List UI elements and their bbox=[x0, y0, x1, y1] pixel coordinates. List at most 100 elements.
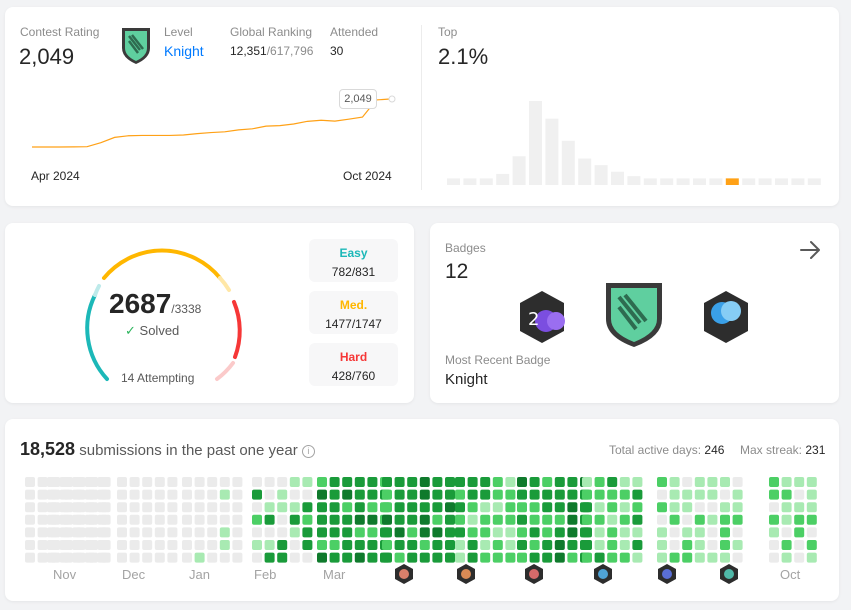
heatmap-cell[interactable] bbox=[732, 527, 743, 538]
heatmap-cell[interactable] bbox=[567, 540, 578, 550]
heatmap-cell[interactable] bbox=[781, 514, 792, 525]
heatmap-cell[interactable] bbox=[542, 527, 553, 538]
heatmap-cell[interactable] bbox=[382, 540, 392, 550]
heatmap-cell[interactable] bbox=[47, 502, 57, 513]
heatmap-cell[interactable] bbox=[769, 552, 779, 563]
heatmap-cell[interactable] bbox=[657, 477, 667, 487]
heatmap-cell[interactable] bbox=[382, 514, 392, 525]
heatmap-cell[interactable] bbox=[567, 527, 578, 538]
heatmap-cell[interactable] bbox=[707, 514, 718, 525]
medium-stat[interactable]: Med. 1477/1747 bbox=[309, 291, 398, 334]
heatmap-cell[interactable] bbox=[182, 477, 192, 487]
heatmap-cell[interactable] bbox=[517, 489, 527, 500]
heatmap-cell[interactable] bbox=[394, 540, 405, 550]
heatmap-cell[interactable] bbox=[806, 514, 817, 525]
heatmap-cell[interactable] bbox=[329, 552, 340, 563]
heatmap-cell[interactable] bbox=[529, 502, 540, 513]
heatmap-cell[interactable] bbox=[480, 502, 491, 513]
heatmap-cell[interactable] bbox=[480, 477, 491, 487]
heatmap-cell[interactable] bbox=[289, 514, 300, 525]
heatmap-cell[interactable] bbox=[59, 502, 70, 513]
heatmap-cell[interactable] bbox=[619, 540, 630, 550]
heatmap-cell[interactable] bbox=[445, 540, 455, 550]
heatmap-cell[interactable] bbox=[682, 489, 693, 500]
heatmap-cell[interactable] bbox=[207, 540, 218, 550]
heatmap-cell[interactable] bbox=[154, 477, 165, 487]
heatmap-cell[interactable] bbox=[732, 489, 743, 500]
heatmap-cell[interactable] bbox=[732, 477, 743, 487]
heatmap-cell[interactable] bbox=[342, 527, 353, 538]
heatmap-cell[interactable] bbox=[289, 477, 300, 487]
heatmap-cell[interactable] bbox=[694, 552, 705, 563]
heatmap-cell[interactable] bbox=[694, 502, 705, 513]
heatmap-cell[interactable] bbox=[419, 540, 430, 550]
heatmap-cell[interactable] bbox=[117, 477, 127, 487]
heatmap-cell[interactable] bbox=[219, 552, 230, 563]
heatmap-cell[interactable] bbox=[505, 527, 516, 538]
heatmap-cell[interactable] bbox=[554, 514, 565, 525]
heatmap-cell[interactable] bbox=[505, 477, 516, 487]
heatmap-cell[interactable] bbox=[329, 477, 340, 487]
heatmap-cell[interactable] bbox=[480, 489, 491, 500]
hard-stat[interactable]: Hard 428/760 bbox=[309, 343, 398, 386]
heatmap-cell[interactable] bbox=[302, 489, 313, 500]
heatmap-cell[interactable] bbox=[682, 552, 693, 563]
heatmap-cell[interactable] bbox=[567, 477, 578, 487]
heatmap-cell[interactable] bbox=[794, 552, 805, 563]
heatmap-cell[interactable] bbox=[277, 527, 288, 538]
heatmap-cell[interactable] bbox=[694, 527, 705, 538]
heatmap-cell[interactable] bbox=[25, 514, 35, 525]
heatmap-cell[interactable] bbox=[154, 502, 165, 513]
heatmap-cell[interactable] bbox=[59, 489, 70, 500]
heatmap-cell[interactable] bbox=[769, 514, 779, 525]
heatmap-cell[interactable] bbox=[455, 502, 465, 513]
heatmap-cell[interactable] bbox=[432, 489, 443, 500]
heatmap-cell[interactable] bbox=[492, 540, 503, 550]
heatmap-cell[interactable] bbox=[394, 552, 405, 563]
heatmap-cell[interactable] bbox=[407, 540, 418, 550]
heatmap-cell[interactable] bbox=[492, 527, 503, 538]
heatmap-cell[interactable] bbox=[367, 477, 378, 487]
heatmap-cell[interactable] bbox=[769, 527, 779, 538]
heatmap-cell[interactable] bbox=[517, 514, 527, 525]
heatmap-cell[interactable] bbox=[732, 502, 743, 513]
heatmap-cell[interactable] bbox=[207, 552, 218, 563]
heatmap-cell[interactable] bbox=[232, 477, 243, 487]
heatmap-cell[interactable] bbox=[529, 514, 540, 525]
heatmap-cell[interactable] bbox=[207, 477, 218, 487]
heatmap-cell[interactable] bbox=[25, 540, 35, 550]
heatmap-cell[interactable] bbox=[607, 489, 618, 500]
heatmap-cell[interactable] bbox=[264, 552, 275, 563]
heatmap-cell[interactable] bbox=[182, 527, 192, 538]
heatmap-cell[interactable] bbox=[720, 502, 730, 513]
heatmap-cell[interactable] bbox=[657, 502, 667, 513]
heatmap-cell[interactable] bbox=[117, 514, 127, 525]
monthly-challenge-badge-icon[interactable] bbox=[394, 563, 414, 590]
heatmap-cell[interactable] bbox=[277, 514, 288, 525]
heatmap-cell[interactable] bbox=[732, 540, 743, 550]
heatmap-cell[interactable] bbox=[97, 552, 108, 563]
heatmap-cell[interactable] bbox=[207, 514, 218, 525]
heatmap-cell[interactable] bbox=[154, 540, 165, 550]
heatmap-cell[interactable] bbox=[455, 527, 465, 538]
heatmap-cell[interactable] bbox=[289, 552, 300, 563]
heatmap-cell[interactable] bbox=[354, 527, 365, 538]
heatmap-cell[interactable] bbox=[657, 514, 667, 525]
heatmap-cell[interactable] bbox=[505, 502, 516, 513]
heatmap-cell[interactable] bbox=[794, 502, 805, 513]
heatmap-cell[interactable] bbox=[354, 502, 365, 513]
heatmap-cell[interactable] bbox=[632, 502, 643, 513]
heatmap-cell[interactable] bbox=[806, 477, 817, 487]
heatmap-cell[interactable] bbox=[59, 527, 70, 538]
heatmap-cell[interactable] bbox=[394, 502, 405, 513]
heatmap-cell[interactable] bbox=[232, 514, 243, 525]
heatmap-cell[interactable] bbox=[607, 502, 618, 513]
heatmap-cell[interactable] bbox=[694, 477, 705, 487]
heatmap-cell[interactable] bbox=[367, 502, 378, 513]
heatmap-cell[interactable] bbox=[182, 502, 192, 513]
heatmap-cell[interactable] bbox=[367, 514, 378, 525]
heatmap-cell[interactable] bbox=[37, 489, 48, 500]
heatmap-cell[interactable] bbox=[619, 527, 630, 538]
heatmap-cell[interactable] bbox=[467, 540, 478, 550]
heatmap-cell[interactable] bbox=[669, 502, 680, 513]
